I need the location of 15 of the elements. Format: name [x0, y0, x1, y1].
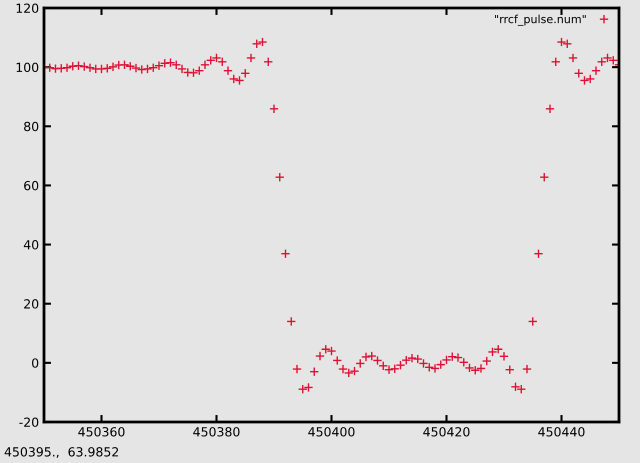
y-tick-label: 120 [16, 3, 38, 13]
x-tick-label: 450420 [423, 427, 470, 437]
legend-label: "rrcf_pulse.num" [495, 14, 586, 26]
y-tick-label: 80 [24, 122, 38, 132]
y-tick-label: 100 [16, 62, 38, 72]
y-tick-label: 60 [24, 180, 38, 190]
y-tick-label: 20 [24, 299, 38, 309]
y-tick-label: -20 [19, 417, 38, 427]
text: 450395., 63.9852 [4, 447, 118, 458]
x-tick-label: 450400 [308, 427, 355, 437]
x-tick-label: 450440 [538, 427, 585, 437]
y-tick-label: 0 [32, 358, 38, 368]
x-tick-label: 450360 [78, 427, 125, 437]
y-tick-label: 40 [24, 240, 38, 250]
x-tick-label: 450380 [193, 427, 240, 437]
